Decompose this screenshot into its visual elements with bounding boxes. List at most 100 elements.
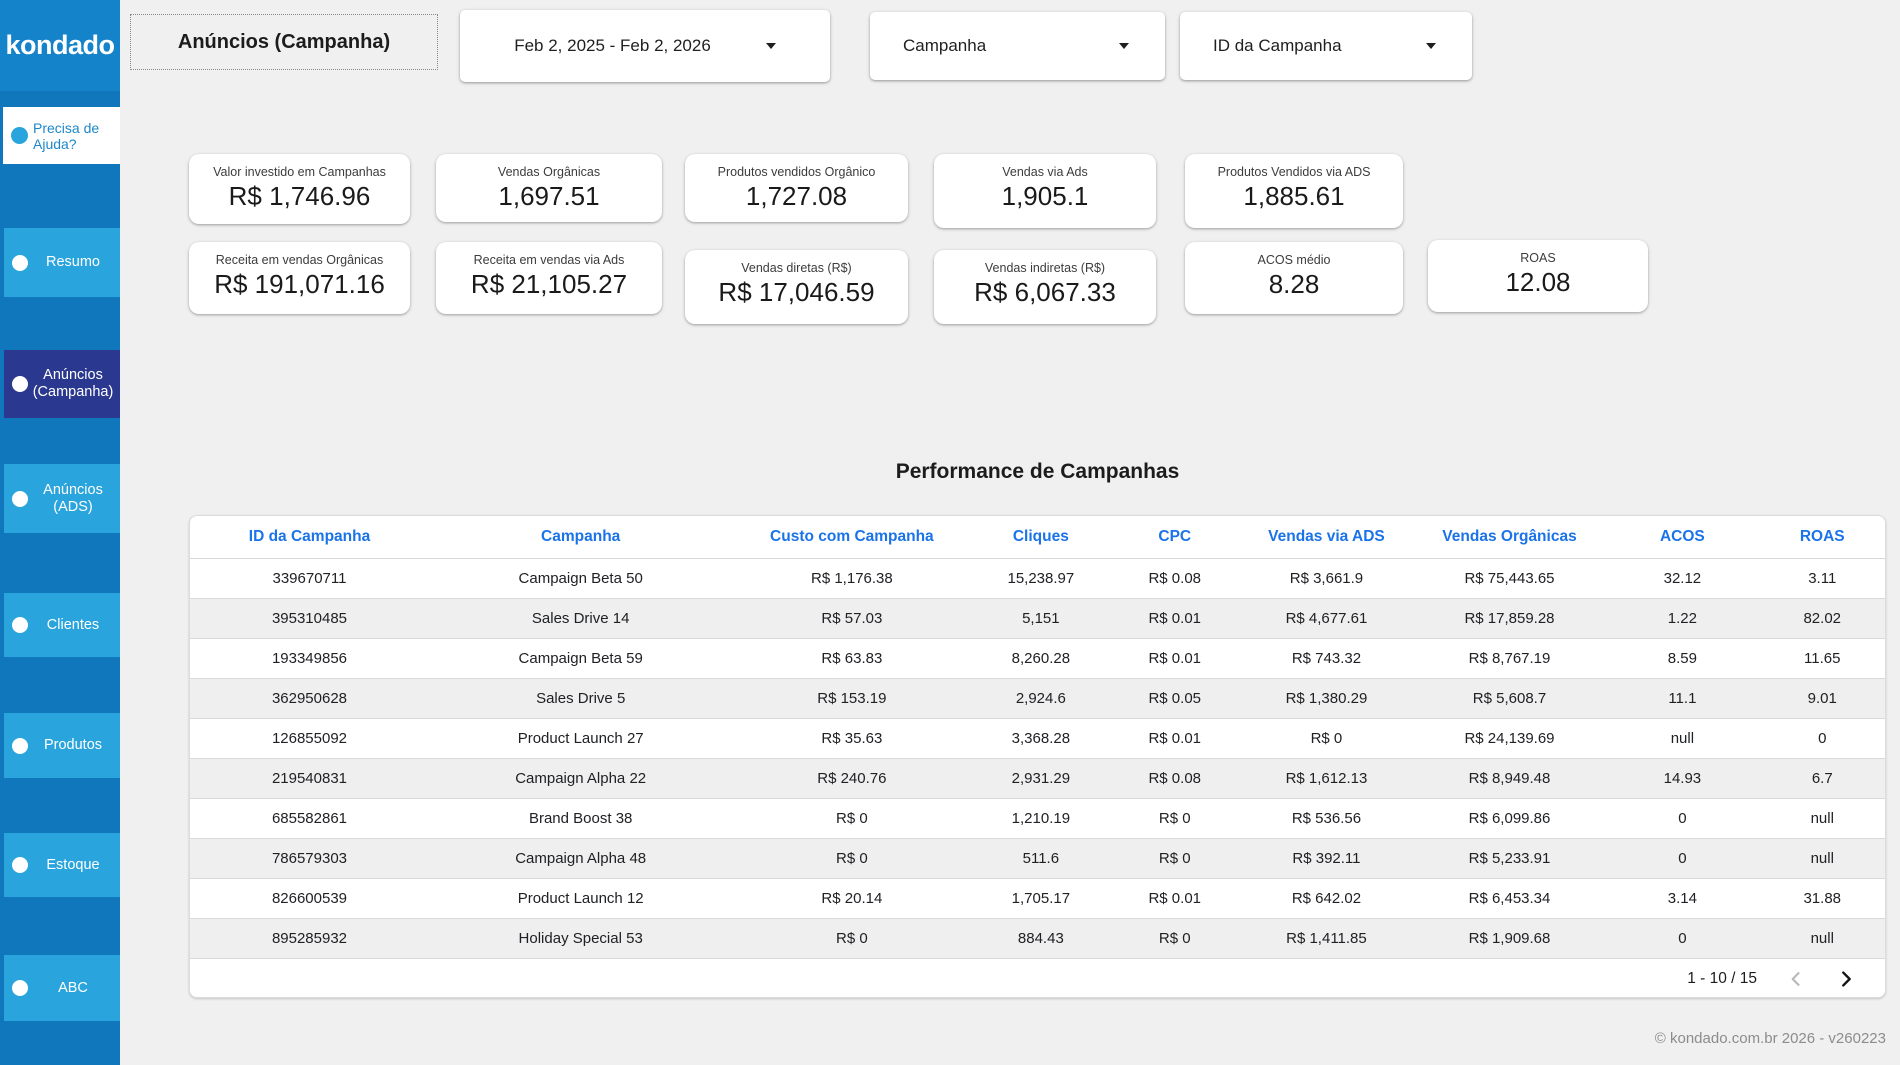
cell: Brand Boost 38 xyxy=(428,797,733,838)
cell: R$ 0 xyxy=(1110,797,1240,838)
table-row: 395310485 Sales Drive 14 R$ 57.03 5,151 R$ 0… xyxy=(190,597,1885,638)
kpi-produtos-vendidos-via-ads: Produtos Vendidos via ADS 1,885.61 xyxy=(1185,154,1403,228)
chevron-down-icon xyxy=(765,43,776,49)
sidebar-item-abc[interactable]: ABC xyxy=(4,955,120,1021)
kpi-value: R$ 17,046.59 xyxy=(718,277,875,307)
kpi-label: Produtos Vendidos via ADS xyxy=(1217,165,1371,179)
cell: 1,210.19 xyxy=(971,797,1111,838)
campaign-id-filter[interactable]: ID da Campanha xyxy=(1180,12,1472,80)
kpi-label: Vendas via Ads xyxy=(1002,165,1088,179)
kpi-value: 1,885.61 xyxy=(1243,181,1345,211)
kpi-label: Vendas indiretas (R$) xyxy=(984,261,1106,275)
kpi-label: Vendas diretas (R$) xyxy=(741,261,852,275)
sidebar-item-help[interactable]: Precisa de Ajuda? xyxy=(3,107,120,164)
help-bullet-icon xyxy=(11,127,28,144)
kpi-label: ACOS médio xyxy=(1257,253,1331,267)
cell: 82.02 xyxy=(1759,597,1885,638)
cell: Product Launch 27 xyxy=(428,717,733,758)
cell: 11.1 xyxy=(1605,677,1760,718)
cell: 8.59 xyxy=(1605,637,1760,678)
cell: 1.22 xyxy=(1605,597,1760,638)
bullet-icon xyxy=(12,490,28,507)
cell: Sales Drive 14 xyxy=(428,597,733,638)
cell: R$ 0.01 xyxy=(1110,717,1240,758)
sidebar-item-resumo[interactable]: Resumo xyxy=(4,228,120,297)
cell: 895285932 xyxy=(190,917,429,958)
kpi-label: ROAS xyxy=(1520,251,1556,265)
cell: 14.93 xyxy=(1605,757,1760,798)
sidebar-item-anuncios-ads[interactable]: Anúncios (ADS) xyxy=(4,464,120,533)
cell: R$ 1,380.29 xyxy=(1239,677,1414,718)
bullet-icon xyxy=(12,857,28,873)
sidebar-item-label: Anúncios (ADS) xyxy=(43,481,103,515)
cell: Campaign Beta 50 xyxy=(428,557,733,598)
bullet-icon xyxy=(12,617,28,633)
cell: R$ 0 xyxy=(732,917,972,958)
campaign-filter[interactable]: Campanha xyxy=(870,12,1165,80)
column-header[interactable]: Vendas via ADS xyxy=(1268,527,1385,545)
cell: R$ 5,608.7 xyxy=(1413,677,1606,718)
cell: 0 xyxy=(1759,717,1885,758)
cell: 31.88 xyxy=(1759,877,1885,918)
cell: R$ 642.02 xyxy=(1239,877,1414,918)
next-page-icon[interactable] xyxy=(1835,968,1857,990)
cell: R$ 0 xyxy=(732,837,972,878)
kpi-value: R$ 6,067.33 xyxy=(974,277,1116,307)
date-range-value: Feb 2, 2025 - Feb 2, 2026 xyxy=(514,36,711,55)
column-header[interactable]: ID da Campanha xyxy=(248,527,371,545)
cell: R$ 35.63 xyxy=(732,717,972,758)
cell: 11.65 xyxy=(1759,637,1885,678)
cell: R$ 24,139.69 xyxy=(1413,717,1606,758)
cell: 0 xyxy=(1605,837,1760,878)
kpi-label: Produtos vendidos Orgânico xyxy=(717,165,876,179)
cell: R$ 4,677.61 xyxy=(1239,597,1414,638)
cell: 9.01 xyxy=(1759,677,1885,718)
sidebar-item-label: Estoque xyxy=(46,856,100,873)
column-header[interactable]: Vendas Orgânicas xyxy=(1442,527,1577,545)
cell: 15,238.97 xyxy=(971,557,1111,598)
sidebar-item-anuncios-campanha[interactable]: Anúncios (Campanha) xyxy=(4,350,120,418)
chevron-down-icon xyxy=(1426,43,1436,49)
table-header-row: ID da Campanha Campanha Custo com Campan… xyxy=(190,516,1885,558)
cell: R$ 75,443.65 xyxy=(1413,557,1606,598)
sidebar-item-clientes[interactable]: Clientes xyxy=(4,593,120,657)
campaign-filter-value: Campanha xyxy=(903,36,987,55)
sidebar-item-label: Clientes xyxy=(46,616,100,633)
cell: R$ 0.08 xyxy=(1110,557,1240,598)
cell: 3.11 xyxy=(1759,557,1885,598)
cell: R$ 0 xyxy=(732,797,972,838)
kpi-label: Receita em vendas Orgânicas xyxy=(215,253,384,267)
table-row: 219540831 Campaign Alpha 22 R$ 240.76 2,931… xyxy=(190,757,1885,798)
table-row: 126855092 Product Launch 27 R$ 35.63 3,368.… xyxy=(190,717,1885,758)
cell: 3,368.28 xyxy=(971,717,1111,758)
cell: null xyxy=(1605,717,1760,758)
cell: R$ 1,909.68 xyxy=(1413,917,1606,958)
kpi-vendas-diretas: Vendas diretas (R$) R$ 17,046.59 xyxy=(685,250,908,324)
cell: 2,924.6 xyxy=(971,677,1111,718)
column-header[interactable]: Campanha xyxy=(541,527,621,545)
kpi-label: Vendas Orgânicas xyxy=(497,165,601,179)
cell: Sales Drive 5 xyxy=(428,677,733,718)
column-header[interactable]: ACOS xyxy=(1659,527,1705,545)
column-header[interactable]: Cliques xyxy=(1012,527,1069,545)
sidebar-item-produtos[interactable]: Produtos xyxy=(4,713,120,778)
previous-page-icon[interactable] xyxy=(1785,968,1807,990)
kpi-vendas-via-ads: Vendas via Ads 1,905.1 xyxy=(934,154,1156,228)
column-header[interactable]: ROAS xyxy=(1799,527,1845,545)
column-header[interactable]: Custo com Campanha xyxy=(770,527,934,545)
cell: 32.12 xyxy=(1605,557,1760,598)
cell: R$ 57.03 xyxy=(732,597,972,638)
date-range-filter[interactable]: Feb 2, 2025 - Feb 2, 2026 xyxy=(460,10,830,82)
kpi-label: Receita em vendas via Ads xyxy=(473,253,625,267)
bullet-icon xyxy=(12,737,28,754)
kpi-vendas-indiretas: Vendas indiretas (R$) R$ 6,067.33 xyxy=(934,250,1156,324)
kpi-acos-medio: ACOS médio 8.28 xyxy=(1185,242,1403,314)
kpi-value: 1,905.1 xyxy=(1001,181,1089,211)
pagination-range: 1 - 10 / 15 xyxy=(1687,969,1757,987)
cell: 395310485 xyxy=(190,597,429,638)
column-header[interactable]: CPC xyxy=(1158,527,1192,545)
sidebar-item-estoque[interactable]: Estoque xyxy=(4,833,120,897)
table-pagination: 1 - 10 / 15 xyxy=(190,958,1885,997)
cell: R$ 743.32 xyxy=(1239,637,1414,678)
cell: 126855092 xyxy=(190,717,429,758)
